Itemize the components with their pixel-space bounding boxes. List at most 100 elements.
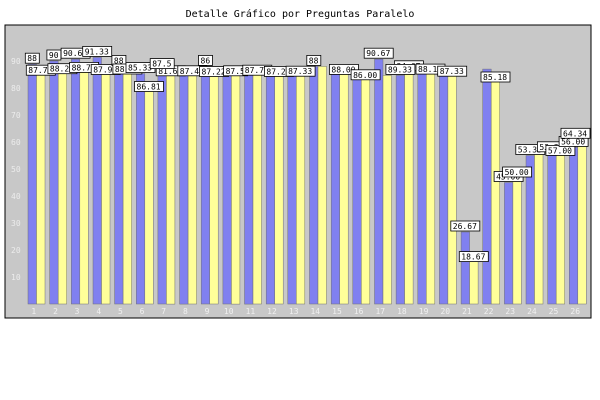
bar-s1-q12 <box>265 66 275 305</box>
x-tick-9: 9 <box>205 307 210 316</box>
bar-s1-q18 <box>395 75 405 305</box>
data-label-q21-s1: 26.67 <box>450 220 481 232</box>
bar-s1-q8 <box>179 67 189 305</box>
bar-s1-q4 <box>92 57 102 305</box>
x-tick-3: 3 <box>75 307 80 316</box>
data-label-box <box>134 81 164 92</box>
data-label-text: 90.67 <box>63 49 87 58</box>
bar-s2-q7 <box>166 67 176 305</box>
chart-title: Detalle Gráfico por Preguntas Paralelo <box>185 9 415 20</box>
data-labels-layer: 8887.729088.2690.6788.7391.3387.958888.1… <box>24 46 591 263</box>
x-tick-16: 16 <box>354 307 364 316</box>
data-label-text: 90.67 <box>366 49 390 58</box>
data-label-text: 87.27 <box>266 67 290 76</box>
data-label-q21-s2: 18.67 <box>458 251 489 263</box>
bar-s1-q17 <box>374 58 384 305</box>
bar-s1-q13 <box>287 67 297 305</box>
data-label-q13-s2: 87.33 <box>285 65 316 77</box>
bar-s1-q10 <box>222 71 232 305</box>
x-tick-24: 24 <box>527 307 537 316</box>
data-label-box <box>458 251 489 263</box>
data-label-text: 88 <box>114 56 124 65</box>
x-tick-21: 21 <box>462 307 472 316</box>
data-label-q15-s2: 88.00 <box>328 64 359 75</box>
bar-s2-q6 <box>144 83 154 305</box>
data-label-box <box>149 58 175 69</box>
data-label-text: 88.26 <box>50 65 74 74</box>
data-label-box <box>385 64 416 75</box>
data-label-box <box>328 64 359 75</box>
bar-s2-q18 <box>404 62 414 305</box>
data-label-text: 18.67 <box>461 253 485 262</box>
data-label-text: 87.22 <box>202 68 226 77</box>
y-tick-70: 70 <box>11 111 21 120</box>
bar-s2-q13 <box>296 67 306 305</box>
y-tick-20: 20 <box>11 246 21 255</box>
bar-s2-q5 <box>122 65 132 305</box>
data-label-box <box>480 71 511 83</box>
bar-s1-q16 <box>352 71 362 305</box>
x-tick-19: 19 <box>419 307 429 316</box>
data-label-q4-s1: 91.33 <box>82 46 113 57</box>
data-label-text: 26.67 <box>453 222 477 231</box>
data-label-q7-s1: 87.5 <box>149 58 175 69</box>
data-label-box <box>350 69 381 81</box>
data-label-text: 85.18 <box>483 73 507 82</box>
bar-s2-q20 <box>447 67 457 305</box>
x-tick-6: 6 <box>140 307 145 316</box>
x-tick-22: 22 <box>484 307 494 316</box>
data-label-text: 88.00 <box>331 65 355 74</box>
data-label-q16-s2: 86.00 <box>350 69 381 81</box>
data-label-text: 64.34 <box>563 129 587 138</box>
data-label-text: 87.70 <box>245 66 269 75</box>
bar-s2-q1 <box>36 66 46 305</box>
bar-s2-q16 <box>361 71 371 305</box>
y-tick-10: 10 <box>11 273 21 282</box>
x-tick-5: 5 <box>118 307 123 316</box>
data-label-box <box>306 55 322 66</box>
data-label-q23-s2: 50.00 <box>502 166 533 178</box>
bar-s1-q11 <box>244 67 254 305</box>
bar-s1-q23 <box>504 182 514 305</box>
data-label-q26-s2: 64.34 <box>560 127 591 139</box>
bar-s1-q20 <box>439 67 449 305</box>
bar-s2-q17 <box>382 75 392 305</box>
data-label-q14-s1: 88 <box>306 55 322 66</box>
data-label-q22-s2: 85.18 <box>480 71 511 83</box>
data-label-q1-s1: 88 <box>24 52 40 64</box>
x-tick-4: 4 <box>96 307 101 316</box>
bar-s2-q12 <box>274 68 284 305</box>
data-label-q9-s1: 86 <box>198 55 213 66</box>
data-label-text: 86.81 <box>137 83 161 92</box>
data-label-text: 87.33 <box>288 67 312 76</box>
x-tick-14: 14 <box>310 307 320 316</box>
data-label-text: 50.00 <box>505 168 529 177</box>
bar-s1-q6 <box>136 73 146 305</box>
x-axis-ticks: 1 2 3 4 5 6 7 8 9 10 11 12 13 14 15 16 17 18 19 20 21 22 23 24 2… <box>31 307 580 316</box>
data-label-text: 89.33 <box>388 65 412 74</box>
data-label-text: 88 <box>309 56 319 65</box>
y-tick-30: 30 <box>11 219 21 228</box>
x-tick-2: 2 <box>53 307 58 316</box>
data-label-q20-s2: 87.33 <box>437 65 468 77</box>
y-tick-40: 40 <box>11 192 21 201</box>
y-tick-80: 80 <box>11 84 21 93</box>
y-tick-50: 50 <box>11 165 21 174</box>
data-label-text: 53.33 <box>518 146 542 155</box>
x-tick-26: 26 <box>570 307 580 316</box>
x-tick-23: 23 <box>505 307 515 316</box>
y-axis-ticks: 10 20 30 40 50 60 70 80 90 <box>11 57 21 282</box>
data-label-text: 90 <box>49 51 59 60</box>
x-tick-10: 10 <box>224 307 234 316</box>
data-label-q25-s2: 57.00 <box>545 144 576 156</box>
data-label-text: 56.00 <box>561 137 585 146</box>
bar-s1-q25 <box>547 152 557 305</box>
data-label-text: 87.33 <box>440 67 464 76</box>
data-label-text: 88 <box>27 54 37 63</box>
data-label-text: 57.00 <box>548 146 572 155</box>
x-tick-12: 12 <box>267 307 277 316</box>
data-label-box <box>363 47 394 59</box>
x-tick-11: 11 <box>246 307 256 316</box>
x-tick-20: 20 <box>440 307 450 316</box>
x-tick-18: 18 <box>397 307 407 316</box>
